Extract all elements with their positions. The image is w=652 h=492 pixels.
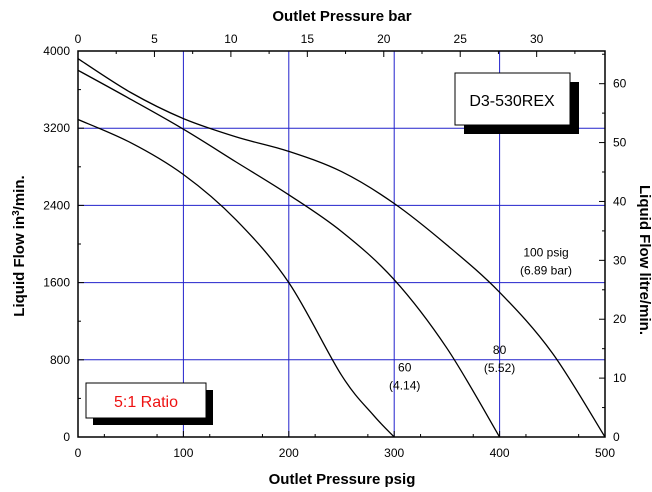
y2-tick-label: 20: [613, 312, 627, 326]
curves: 60 (4.14) 80 (5.52) 100 psig (6.89 bar): [77, 58, 606, 438]
curve-label: 100 psig: [523, 246, 568, 260]
y-tick-label: 4000: [43, 44, 70, 58]
model-label: D3-530REX: [469, 93, 555, 110]
curve-label: (5.52): [484, 361, 515, 375]
y-tick-label: 2400: [43, 198, 70, 212]
x-tick-label: 0: [75, 446, 82, 460]
curve-label: (4.14): [389, 378, 420, 392]
y-tick-label: 0: [63, 430, 70, 444]
x2-tick-label: 20: [377, 32, 391, 46]
y2-axis-title: Liquid Flow litre/min.: [636, 185, 652, 335]
x2-tick-label: 15: [301, 32, 315, 46]
model-box: D3-530REX: [454, 72, 579, 134]
ratio-label: 5:1 Ratio: [114, 394, 178, 411]
x-tick-label: 400: [490, 446, 510, 460]
y-axis-title: Liquid Flow in3/min.: [11, 175, 29, 316]
x2-tick-label: 10: [224, 32, 238, 46]
curve-label: 60: [398, 360, 412, 374]
y2-tick-label: 40: [613, 194, 627, 208]
y-tick-label: 3200: [43, 121, 70, 135]
x2-tick-label: 5: [151, 32, 158, 46]
ratio-box: 5:1 Ratio: [85, 382, 213, 425]
y2-tick-label: 10: [613, 371, 627, 385]
curve-line: [77, 69, 501, 438]
y-tick-label: 1600: [43, 276, 70, 290]
x2-tick-label: 0: [75, 32, 82, 46]
x2-tick-label: 30: [530, 32, 544, 46]
y2-tick-label: 0: [613, 430, 620, 444]
curve-label: (6.89 bar): [520, 264, 572, 278]
x2-axis-title: Outlet Pressure bar: [272, 8, 411, 25]
x-tick-label: 100: [173, 446, 193, 460]
x-axis-title: Outlet Pressure psig: [269, 471, 416, 488]
y-tick-label: 800: [50, 353, 70, 367]
y2-tick-label: 30: [613, 253, 627, 267]
curve-label: 80: [493, 343, 507, 357]
curve-line: [77, 118, 395, 438]
x-tick-label: 200: [279, 446, 299, 460]
y2-tick-label: 60: [613, 77, 627, 91]
curve-line: [77, 58, 606, 438]
x-tick-label: 300: [384, 446, 404, 460]
y2-tick-label: 50: [613, 136, 627, 150]
x-tick-label: 500: [595, 446, 615, 460]
x2-tick-label: 25: [454, 32, 468, 46]
